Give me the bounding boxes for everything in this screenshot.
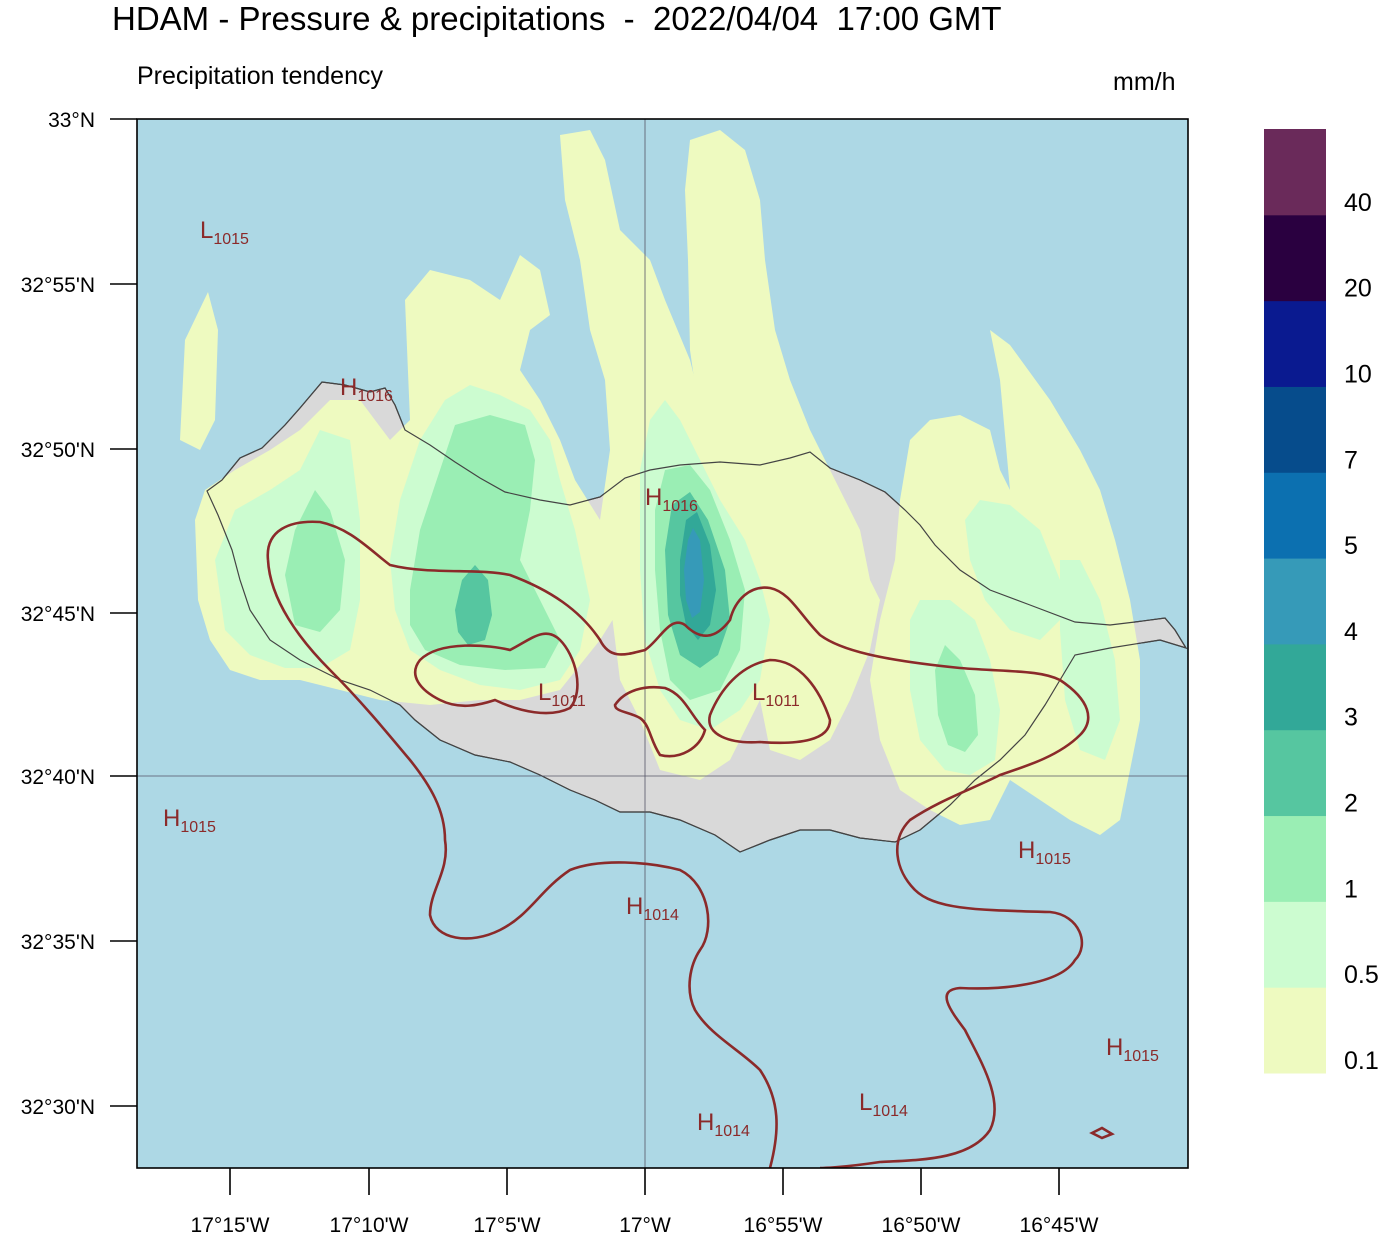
lat-tick-label: 32°50'N <box>21 439 95 462</box>
lon-tick-label: 17°W <box>619 1214 671 1234</box>
lat-tick-label: 33°N <box>48 109 95 132</box>
colorbar-swatch <box>1264 300 1326 387</box>
precip-band-4 <box>684 528 704 618</box>
colorbar-swatch <box>1264 472 1326 559</box>
colorbar-swatch <box>1264 643 1326 731</box>
isobar-1011-loop-b <box>708 658 832 745</box>
colorbar-swatch <box>1264 129 1326 216</box>
colorbar-swatch <box>1264 901 1326 988</box>
lon-tick-label: 16°45'W <box>1020 1214 1099 1234</box>
colorbar-swatch <box>1264 386 1326 473</box>
colorbar-label: 4 <box>1344 618 1358 646</box>
colorbar-swatch <box>1264 729 1326 817</box>
colorbar: 0.1 0.5 1 2 3 4 5 7 10 20 40 <box>1264 129 1379 1075</box>
lon-tick-label: 17°5'W <box>473 1214 540 1234</box>
colorbar-label: 10 <box>1344 360 1372 388</box>
isobar-1011-loop-a <box>413 632 579 715</box>
colorbar-label: 2 <box>1344 790 1358 818</box>
pressure-label: H1016 <box>645 484 698 515</box>
colorbar-label: 3 <box>1344 704 1358 732</box>
map-frame <box>136 118 1189 1169</box>
colorbar-label: 1 <box>1344 875 1358 903</box>
pressure-label: L1015 <box>200 217 249 248</box>
pressure-label: L1014 <box>859 1089 908 1120</box>
pressure-label: H1015 <box>163 805 216 836</box>
colorbar-label: 0.5 <box>1344 961 1379 989</box>
lon-tick-label: 16°50'W <box>882 1214 961 1234</box>
latitude-axis: 33°N 32°55'N 32°50'N 32°45'N 32°40'N 32°35'N 3… <box>21 109 137 1119</box>
colorbar-label: 40 <box>1344 189 1372 217</box>
pressure-label: H1015 <box>1018 837 1071 868</box>
pressure-label: L1011 <box>538 679 586 710</box>
pressure-label: H1014 <box>697 1109 750 1140</box>
chart-title: HDAM - Pressure & precipitations - 2022/… <box>112 0 1002 37</box>
colorbar-swatch <box>1264 987 1326 1074</box>
chart-subtitle: Precipitation tendency <box>137 62 383 90</box>
lat-tick-label: 32°30'N <box>21 1096 95 1119</box>
colorbar-label: 0.1 <box>1344 1047 1379 1075</box>
colorbar-label: 5 <box>1344 532 1358 560</box>
units-label: mm/h <box>1113 68 1176 96</box>
colorbar-swatch <box>1264 558 1326 645</box>
isobar-1011-west <box>266 520 1090 1168</box>
longitude-axis: 17°15'W 17°10'W 17°5'W 17°W 16°55'W 16°50'W 16… <box>191 1168 1099 1234</box>
isobar-1011-loop-c <box>613 685 707 758</box>
lat-tick-label: 32°55'N <box>21 274 95 297</box>
pressure-label: H1016 <box>340 374 393 405</box>
lon-tick-label: 17°10'W <box>330 1214 409 1234</box>
lat-tick-label: 32°35'N <box>21 931 95 954</box>
colorbar-swatch <box>1264 815 1326 902</box>
isobar-small-diamond <box>1089 1126 1115 1140</box>
lon-tick-label: 16°55'W <box>744 1214 823 1234</box>
colorbar-label: 7 <box>1344 446 1358 474</box>
lat-tick-label: 32°45'N <box>21 603 95 626</box>
colorbar-swatch <box>1264 214 1326 302</box>
isobars <box>266 520 1115 1168</box>
pressure-label: L1011 <box>752 679 800 710</box>
isobar-1011-west-tail <box>266 559 778 1168</box>
coastline <box>206 381 1188 853</box>
lon-tick-label: 17°15'W <box>191 1214 270 1234</box>
pressure-label: H1014 <box>626 893 679 924</box>
colorbar-label: 20 <box>1344 275 1372 303</box>
pressure-label: H1015 <box>1106 1034 1159 1065</box>
lat-tick-label: 32°40'N <box>21 766 95 789</box>
